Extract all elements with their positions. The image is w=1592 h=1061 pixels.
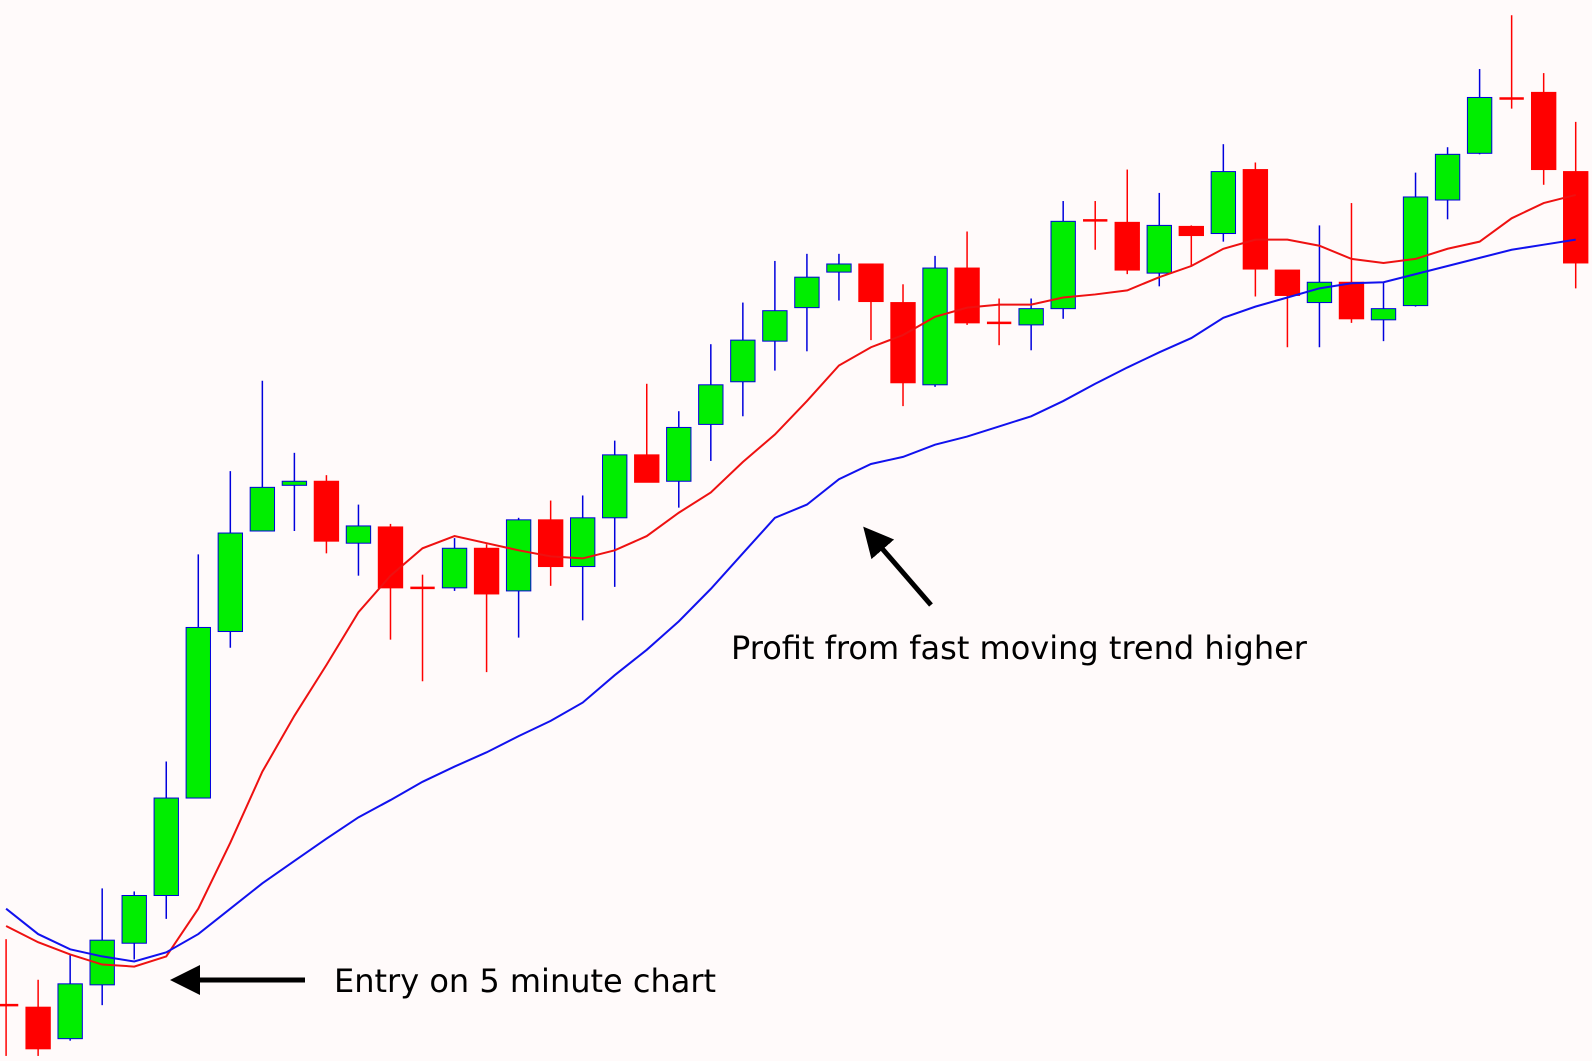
moving-average <box>5 193 1576 968</box>
candle-body <box>1018 308 1044 326</box>
candle-body <box>602 454 628 519</box>
plot <box>0 15 1589 1056</box>
candle-body <box>345 525 372 544</box>
candle-body <box>57 983 83 1040</box>
candle-body <box>1466 96 1493 154</box>
candle-body <box>473 547 500 595</box>
moving-average <box>5 238 1576 963</box>
candle-body <box>1242 169 1269 270</box>
candle-body <box>1114 221 1140 271</box>
candle-body <box>1402 196 1429 307</box>
candle-body <box>153 797 179 897</box>
annotation: Entry on 5 minute chart <box>334 962 716 1000</box>
candle-body <box>505 519 532 592</box>
candle-body <box>377 526 404 589</box>
candle-body <box>1370 308 1397 321</box>
candle-body <box>313 480 340 542</box>
candle-body <box>25 1006 51 1050</box>
candle-body <box>121 895 147 944</box>
arrow <box>863 526 933 607</box>
candle-body <box>281 480 308 486</box>
candle-body <box>441 547 468 589</box>
candle-body <box>762 310 788 342</box>
candle-body <box>826 263 852 273</box>
candle-body <box>1210 171 1237 235</box>
candle-body <box>922 267 948 386</box>
candle-body <box>1178 225 1204 237</box>
candle-body <box>537 519 564 568</box>
annotation: Profit from fast moving trend higher <box>731 629 1308 667</box>
candle-body <box>954 267 980 324</box>
candle-body <box>1146 224 1172 274</box>
candle-body <box>666 426 692 482</box>
candle-body <box>730 339 756 383</box>
candle-body <box>1563 171 1589 264</box>
candle-body <box>1274 269 1301 296</box>
candle-body <box>217 532 244 633</box>
candle-body <box>1530 91 1557 171</box>
candle-body <box>1338 281 1365 320</box>
candle-body <box>794 276 820 309</box>
candle-body <box>249 486 276 532</box>
candle-body <box>858 263 884 303</box>
candle-body <box>1050 220 1076 310</box>
candle-body <box>185 626 211 799</box>
candle-body <box>698 384 724 425</box>
candle-body <box>1434 153 1461 201</box>
candle-body <box>890 302 916 384</box>
candle-body <box>634 454 660 483</box>
candle-body <box>1306 281 1333 304</box>
